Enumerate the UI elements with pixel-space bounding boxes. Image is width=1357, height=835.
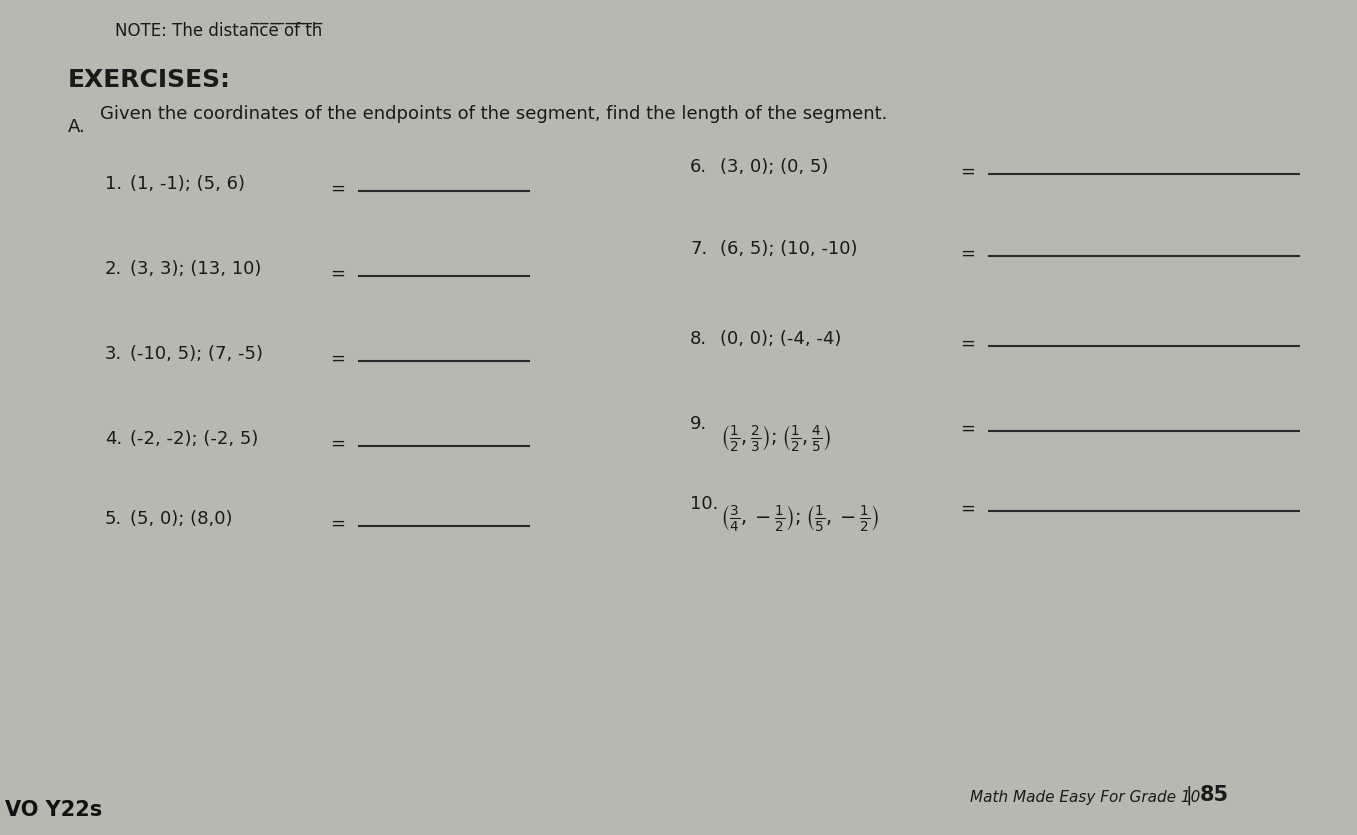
Text: 10.: 10. [689,495,718,513]
Text: (0, 0); (-4, -4): (0, 0); (-4, -4) [721,330,841,348]
Text: =: = [330,350,345,368]
Text: =: = [959,245,974,263]
Text: =: = [959,500,974,518]
Text: 8.: 8. [689,330,707,348]
Text: =: = [330,515,345,533]
Text: 4.: 4. [104,430,122,448]
Text: 1.: 1. [104,175,122,193]
Text: 85: 85 [1200,785,1229,805]
Text: =: = [330,180,345,198]
Text: (5, 0); (8,0): (5, 0); (8,0) [130,510,232,528]
Text: 5.: 5. [104,510,122,528]
Text: =: = [959,335,974,353]
Text: (3, 3); (13, 10): (3, 3); (13, 10) [130,260,262,278]
Text: (6, 5); (10, -10): (6, 5); (10, -10) [721,240,858,258]
Text: =: = [330,435,345,453]
Text: |: | [1185,786,1191,805]
Text: =: = [959,163,974,181]
Text: 6.: 6. [689,158,707,176]
Text: 3.: 3. [104,345,122,363]
Text: (-2, -2); (-2, 5): (-2, -2); (-2, 5) [130,430,258,448]
Text: A.: A. [68,118,85,136]
Text: =: = [959,420,974,438]
Text: 2.: 2. [104,260,122,278]
Text: VO Y22s: VO Y22s [5,800,102,820]
Text: EXERCISES:: EXERCISES: [68,68,231,92]
Text: $\left(\frac{1}{2},\frac{2}{3}\right); \left(\frac{1}{2},\frac{4}{5}\right)$: $\left(\frac{1}{2},\frac{2}{3}\right); \… [721,423,832,453]
Text: 9.: 9. [689,415,707,433]
Text: =: = [330,265,345,283]
Text: Math Made Easy For Grade 10: Math Made Easy For Grade 10 [970,790,1201,805]
Text: Given the coordinates of the endpoints of the segment, find the length of the se: Given the coordinates of the endpoints o… [100,105,887,123]
Text: (3, 0); (0, 5): (3, 0); (0, 5) [721,158,828,176]
Text: (-10, 5); (7, -5): (-10, 5); (7, -5) [130,345,263,363]
Text: (1, -1); (5, 6): (1, -1); (5, 6) [130,175,246,193]
Text: NOTE: The distan̅c̅e̅ ̅o̅f̅ ̅t̅h̅: NOTE: The distan̅c̅e̅ ̅o̅f̅ ̅t̅h̅ [115,22,322,40]
Text: $\left(\frac{3}{4},-\frac{1}{2}\right); \left(\frac{1}{5},-\frac{1}{2}\right)$: $\left(\frac{3}{4},-\frac{1}{2}\right); … [721,503,879,533]
Text: 7.: 7. [689,240,707,258]
